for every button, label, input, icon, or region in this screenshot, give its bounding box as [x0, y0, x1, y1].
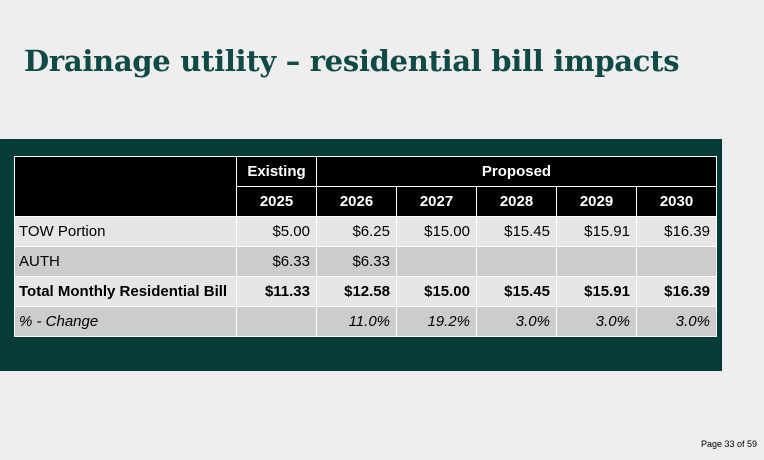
table-cell: $15.45 [476, 216, 557, 247]
year-header-row: 2025 2026 2027 2028 2029 2030 [15, 186, 717, 217]
header-year: 2027 [396, 186, 477, 217]
table-cell: $15.00 [396, 216, 477, 247]
table-cell: $12.58 [316, 276, 397, 307]
table-cell: 19.2% [396, 306, 477, 337]
header-year: 2030 [636, 186, 717, 217]
header-year: 2026 [316, 186, 397, 217]
table-cell: 3.0% [476, 306, 557, 337]
table-cell: $16.39 [636, 276, 717, 307]
table-cell: $5.00 [236, 216, 317, 247]
table-row-percent-change: % - Change 11.0% 19.2% 3.0% 3.0% 3.0% [14, 306, 717, 337]
table-panel: Existing Proposed 2025 2026 2027 2028 20… [0, 139, 722, 371]
table-cell: $6.33 [236, 246, 317, 277]
table-cell: $6.33 [316, 246, 397, 277]
table-cell: 11.0% [316, 306, 397, 337]
table-cell: $11.33 [236, 276, 317, 307]
group-header-row: Existing Proposed [14, 156, 717, 217]
table-cell: $15.91 [556, 276, 637, 307]
table-cell: $6.25 [316, 216, 397, 247]
table-row-tow-portion: TOW Portion $5.00 $6.25 $15.00 $15.45 $1… [14, 216, 717, 247]
table-cell: 3.0% [636, 306, 717, 337]
bill-impact-table: Existing Proposed 2025 2026 2027 2028 20… [14, 156, 717, 337]
table-row-auth: AUTH $6.33 $6.33 [14, 246, 717, 277]
row-label: % - Change [14, 306, 237, 337]
header-existing: Existing [236, 156, 317, 187]
table-cell [476, 246, 557, 277]
table-cell [396, 246, 477, 277]
header-year: 2028 [476, 186, 557, 217]
table-cell: $15.45 [476, 276, 557, 307]
page-number: Page 33 of 59 [700, 439, 757, 449]
table-row-total: Total Monthly Residential Bill $11.33 $1… [14, 276, 717, 307]
row-label: AUTH [14, 246, 237, 277]
header-proposed: Proposed [316, 156, 717, 187]
header-year: 2025 [236, 186, 317, 217]
slide-title: Drainage utility – residential bill impa… [24, 44, 680, 78]
header-year: 2029 [556, 186, 637, 217]
table-cell: 3.0% [556, 306, 637, 337]
table-cell: $15.00 [396, 276, 477, 307]
table-cell: $15.91 [556, 216, 637, 247]
table-cell [236, 306, 317, 337]
table-cell [636, 246, 717, 277]
table-cell: $16.39 [636, 216, 717, 247]
row-label: Total Monthly Residential Bill [14, 276, 237, 307]
table-cell [556, 246, 637, 277]
header-blank-cell [14, 156, 237, 217]
row-label: TOW Portion [14, 216, 237, 247]
